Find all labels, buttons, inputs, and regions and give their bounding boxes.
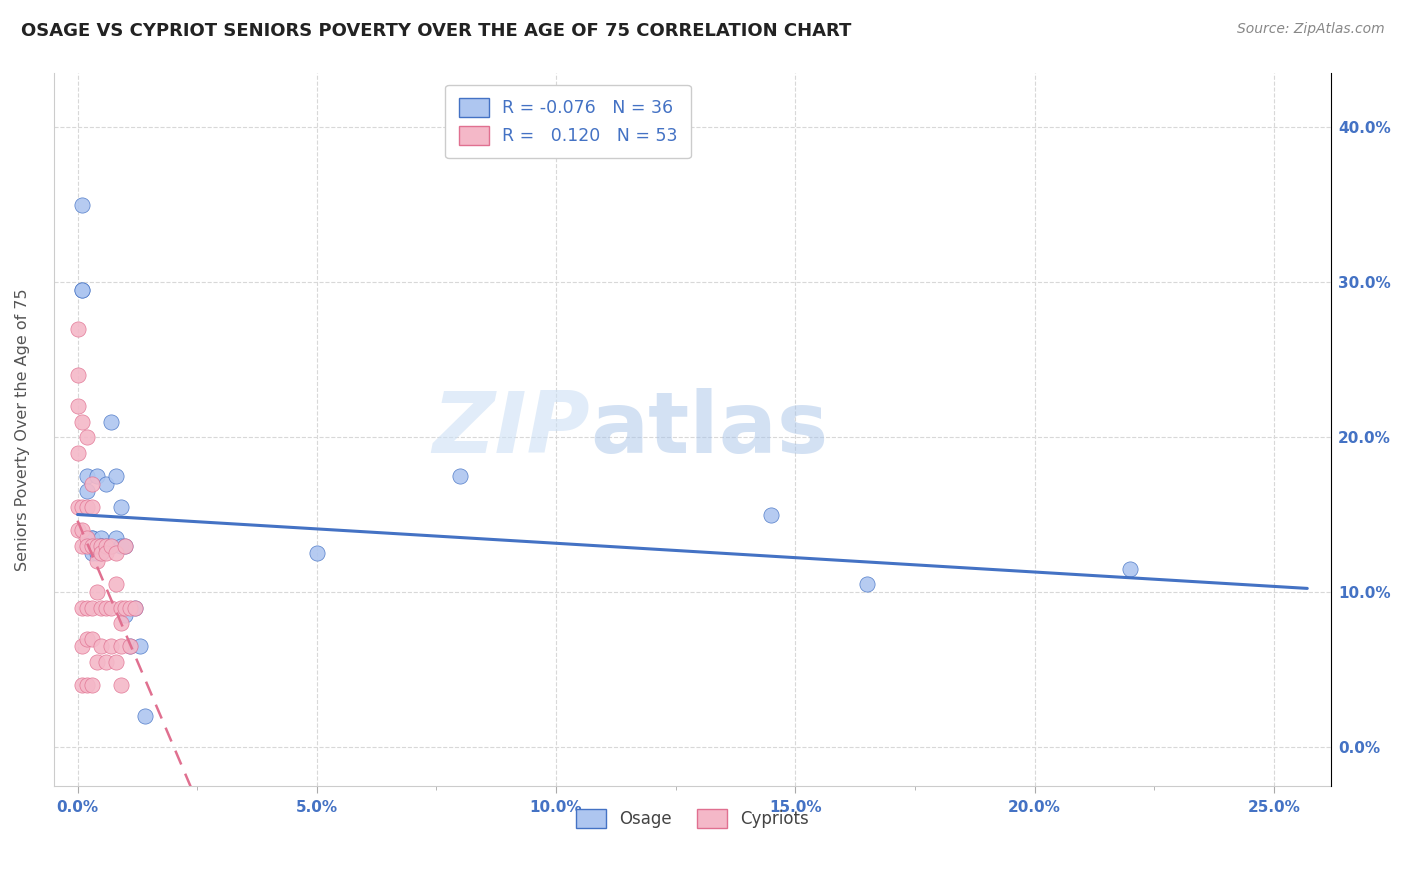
Point: [305, 546, 328, 560]
Point: [114, 608, 136, 623]
Point: [134, 709, 156, 723]
Point: [110, 616, 132, 631]
Point: [114, 600, 136, 615]
Point: [120, 640, 142, 654]
Point: [80, 476, 103, 491]
Point: [86, 554, 108, 568]
Point: [72, 640, 94, 654]
Point: [80, 546, 103, 560]
Point: [90, 539, 112, 553]
Point: [90, 546, 112, 560]
Point: [72, 600, 94, 615]
Point: [76, 531, 98, 545]
Point: [90, 600, 112, 615]
Point: [104, 655, 127, 669]
Point: [100, 640, 122, 654]
Point: [76, 484, 98, 499]
Point: [96, 600, 118, 615]
Point: [96, 655, 118, 669]
Point: [72, 283, 94, 297]
Point: [124, 600, 146, 615]
Point: [80, 539, 103, 553]
Point: [66, 500, 89, 514]
Point: [66, 523, 89, 537]
Y-axis label: Seniors Poverty Over the Age of 75: Seniors Poverty Over the Age of 75: [15, 288, 30, 571]
Point: [86, 468, 108, 483]
Legend: Osage, Cypriots: Osage, Cypriots: [569, 802, 815, 835]
Point: [80, 500, 103, 514]
Point: [72, 678, 94, 692]
Point: [449, 468, 471, 483]
Point: [80, 632, 103, 646]
Point: [100, 415, 122, 429]
Point: [76, 468, 98, 483]
Point: [90, 539, 112, 553]
Point: [90, 539, 112, 553]
Point: [96, 539, 118, 553]
Point: [90, 531, 112, 545]
Point: [72, 415, 94, 429]
Point: [72, 523, 94, 537]
Point: [80, 531, 103, 545]
Point: [86, 539, 108, 553]
Point: [90, 546, 112, 560]
Point: [72, 539, 94, 553]
Point: [110, 640, 132, 654]
Point: [110, 600, 132, 615]
Point: [72, 197, 94, 211]
Point: [104, 577, 127, 591]
Point: [128, 640, 150, 654]
Point: [856, 577, 879, 591]
Point: [72, 283, 94, 297]
Point: [1119, 562, 1142, 576]
Point: [80, 539, 103, 553]
Point: [100, 539, 122, 553]
Point: [110, 500, 132, 514]
Point: [761, 508, 783, 522]
Point: [104, 531, 127, 545]
Text: Source: ZipAtlas.com: Source: ZipAtlas.com: [1237, 22, 1385, 37]
Point: [86, 585, 108, 599]
Point: [76, 500, 98, 514]
Point: [120, 600, 142, 615]
Text: ZIP: ZIP: [433, 388, 591, 471]
Point: [76, 600, 98, 615]
Point: [86, 539, 108, 553]
Text: OSAGE VS CYPRIOT SENIORS POVERTY OVER THE AGE OF 75 CORRELATION CHART: OSAGE VS CYPRIOT SENIORS POVERTY OVER TH…: [21, 22, 852, 40]
Text: atlas: atlas: [591, 388, 828, 471]
Point: [90, 539, 112, 553]
Point: [80, 678, 103, 692]
Point: [86, 546, 108, 560]
Point: [90, 640, 112, 654]
Point: [80, 600, 103, 615]
Point: [114, 539, 136, 553]
Point: [104, 468, 127, 483]
Point: [76, 539, 98, 553]
Point: [110, 539, 132, 553]
Point: [100, 539, 122, 553]
Point: [66, 399, 89, 413]
Point: [96, 476, 118, 491]
Point: [110, 678, 132, 692]
Point: [66, 445, 89, 459]
Point: [76, 430, 98, 444]
Point: [66, 368, 89, 383]
Point: [96, 539, 118, 553]
Point: [72, 500, 94, 514]
Point: [114, 539, 136, 553]
Point: [76, 678, 98, 692]
Point: [80, 531, 103, 545]
Point: [104, 546, 127, 560]
Point: [100, 600, 122, 615]
Point: [76, 632, 98, 646]
Point: [96, 546, 118, 560]
Point: [124, 600, 146, 615]
Point: [120, 640, 142, 654]
Point: [86, 655, 108, 669]
Point: [66, 321, 89, 335]
